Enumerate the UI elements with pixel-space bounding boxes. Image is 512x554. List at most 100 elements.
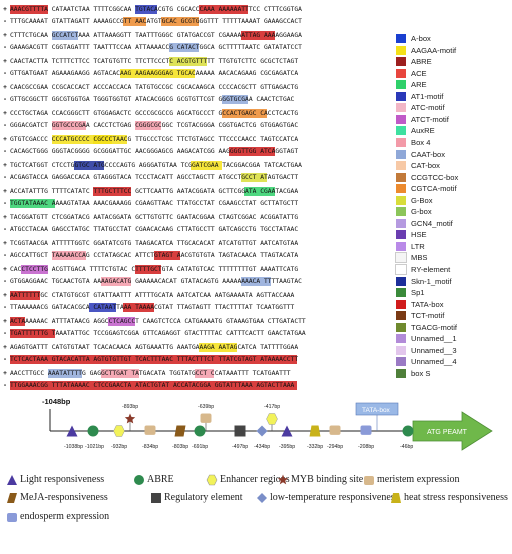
legend-label: Unnamed__3 — [411, 345, 457, 355]
position-label: -434bp — [254, 444, 270, 450]
sequence-bases: TTGGAAACGG TTTATAAAAC CTCCGAACTA ATACTGT… — [10, 382, 295, 390]
key-label: Light responsiveness — [20, 474, 105, 485]
sequence-bases: AACCTTGCC AAATATTTTG GAGGCTTGAT TATGACAT… — [10, 370, 291, 377]
triangle-shape — [7, 475, 17, 485]
sequence-line: + ACCATATTTG TTTTCATATC TTTGCTTTCC GCTTCA… — [0, 186, 298, 197]
sequence-bases: ATGCCTACAA GAGCCTATGC TTATGCCTAT CGAACAC… — [10, 226, 299, 234]
map-canvas: -1048bp ATG PEAMT TATA-box -1038bp -1021b… — [42, 397, 493, 451]
rounded-rect-shape — [7, 513, 17, 522]
circle-marker-icon — [194, 425, 206, 437]
legend-swatch — [396, 241, 406, 251]
sequence-line: + AGAGTGATTT CATGTGTAAT TCACACAACA AGTGAA… — [0, 342, 298, 353]
legend-swatch — [396, 172, 406, 182]
gene-arrow — [412, 411, 493, 451]
sequence-line: - TTGGAAACGG TTTATAAAAC CTCCGAACTA ATACTG… — [0, 380, 298, 391]
sequence-bases: TTAAAAAACG GATACACGCA CATAATTAAA TAAAACG… — [10, 304, 295, 312]
circle-shape — [134, 475, 144, 485]
legend-swatch — [396, 276, 406, 286]
hexagon-icon — [206, 474, 218, 486]
key-label: meristem expression — [377, 474, 460, 485]
legend-label: ATCT-motif — [411, 114, 449, 124]
strand-sign: + — [3, 292, 7, 299]
sequence-line: - GTGGAGGAAC TGCAACTGTA AAAAGACATG GAAAAA… — [0, 276, 302, 287]
motif-highlight — [10, 329, 56, 339]
motif-highlight — [221, 95, 249, 105]
motif-highlight — [10, 291, 41, 300]
trapezoid-icon — [391, 493, 401, 503]
legend-item: ARE — [396, 79, 512, 90]
strand-sign: + — [3, 188, 7, 195]
motif-highlight — [221, 109, 268, 118]
motif-highlight — [119, 69, 196, 79]
legend-swatch — [396, 161, 406, 171]
legend-swatch — [396, 299, 406, 309]
sequence-bases: GTTGCGGCTT GGCGTGGTGA TGGGTGGTGT ATACACG… — [10, 96, 295, 104]
motif-highlight — [199, 5, 249, 14]
legend-label: ACE — [411, 68, 427, 78]
legend-item: Unnamed__4 — [396, 356, 512, 367]
promoter-sequence-panel: + AAACGTTTTA CATAATCTAA TTTTCGGCAA TGTACA… — [0, 5, 306, 391]
legend-swatch — [396, 357, 406, 367]
legend-label: MBS — [411, 253, 428, 263]
legend-item: MBS — [395, 252, 512, 264]
sequence-bases: CACCTCCTTG ACGTTGACA TTTTCTGTAC CTTTTGCT… — [10, 266, 299, 273]
motif-highlight — [108, 317, 135, 326]
sequence-line: + TGCTCATGGT CTCCTGGTGC ATGCCCCAGTG AGGGA… — [0, 160, 302, 171]
legend-item: AAGAA-motif — [396, 45, 512, 56]
sequence-line: - AGCCATTGCT TAAAAACCAG CCTATAGCAC ATTCTG… — [0, 250, 298, 261]
key-label: MYB binding site — [291, 474, 364, 485]
strand-sign: - — [3, 278, 7, 286]
position-label: -1038bp — [64, 444, 83, 450]
rounded-square-marker-icon — [329, 425, 341, 435]
strand-sign: + — [3, 162, 7, 169]
key-label: endosperm expression — [20, 511, 110, 522]
sequence-line: - GAAAGACGTT CGGTAGATTT TAATTTCCAA ATTAAA… — [0, 42, 302, 53]
strand-sign: + — [3, 344, 7, 351]
motif-highlight — [123, 17, 147, 27]
position-label: -691bp — [192, 444, 208, 450]
legend-item: Unnamed__1 — [396, 333, 512, 344]
legend-item: ABRE — [396, 56, 512, 67]
legend-item: RY-element — [395, 264, 512, 275]
legend-swatch — [396, 80, 406, 90]
sequence-line: - ACGAGTACCA GAGGACCACA GTAGGGTACA TCCCTA… — [0, 172, 298, 183]
key-label: Regulatory element — [164, 492, 243, 503]
legend-item: TCT-motif — [396, 310, 512, 321]
motif-highlight — [93, 187, 131, 196]
motif-highlight — [21, 265, 48, 274]
position-label: -932bp — [111, 444, 127, 450]
position-label: -834bp — [142, 444, 158, 450]
legend-label: box S — [411, 368, 431, 378]
motif-highlight — [10, 199, 56, 209]
square-icon — [151, 493, 161, 503]
position-label: -639bp — [198, 404, 214, 410]
sequence-line: + GTGTCGACCC CCCATGCCCC CGCCCTAACG TTGCCC… — [0, 134, 298, 145]
legend-item: CAAT-box — [396, 149, 512, 160]
strand-sign: - — [3, 252, 7, 260]
position-label: -294bp — [327, 444, 343, 450]
sequence-line: - GGGACGATCT GGTGCCCGAA CACCTCTGAG CGGGCG… — [0, 120, 298, 131]
rounded-square-marker-icon — [200, 413, 212, 423]
key-label: ABRE — [147, 474, 174, 485]
motif-highlight — [191, 161, 222, 170]
sequence-bases: GTGGAGGAAC TGCAACTGTA AAAAGACATG GAAAAAC… — [10, 278, 302, 286]
motif-highlight — [10, 355, 298, 365]
legend-item: LTR — [396, 241, 512, 252]
sequence-bases: CCCTGCTAGA CCACGGGCTT GTGGAGACTC GCCCGCG… — [10, 110, 299, 117]
motif-highlight — [47, 369, 82, 378]
legend-swatch — [396, 288, 406, 298]
legend-label: TGACG-motif — [411, 322, 457, 332]
legend-label: Unnamed__1 — [411, 334, 457, 344]
motif-highlight — [134, 121, 162, 131]
position-label: -395bp — [279, 444, 295, 450]
strand-sign: + — [3, 84, 7, 91]
motif-highlight — [240, 173, 268, 183]
legend-swatch — [396, 311, 406, 321]
rounded-square-marker-icon — [144, 425, 156, 435]
sequence-line: + CCCTGCTAGA CCACGGGCTT GTGGAGACTC GCCCGC… — [0, 108, 298, 119]
sequence-bases: CACAGCTGGG GGGTACGGGG GCGGGATTGC AACGGGA… — [10, 148, 299, 156]
legend-item: AuxRE — [396, 125, 512, 136]
legend-label: HSE — [411, 230, 427, 240]
legend-swatch — [396, 137, 406, 147]
key-label: low-temperature responsiveness — [270, 492, 399, 503]
